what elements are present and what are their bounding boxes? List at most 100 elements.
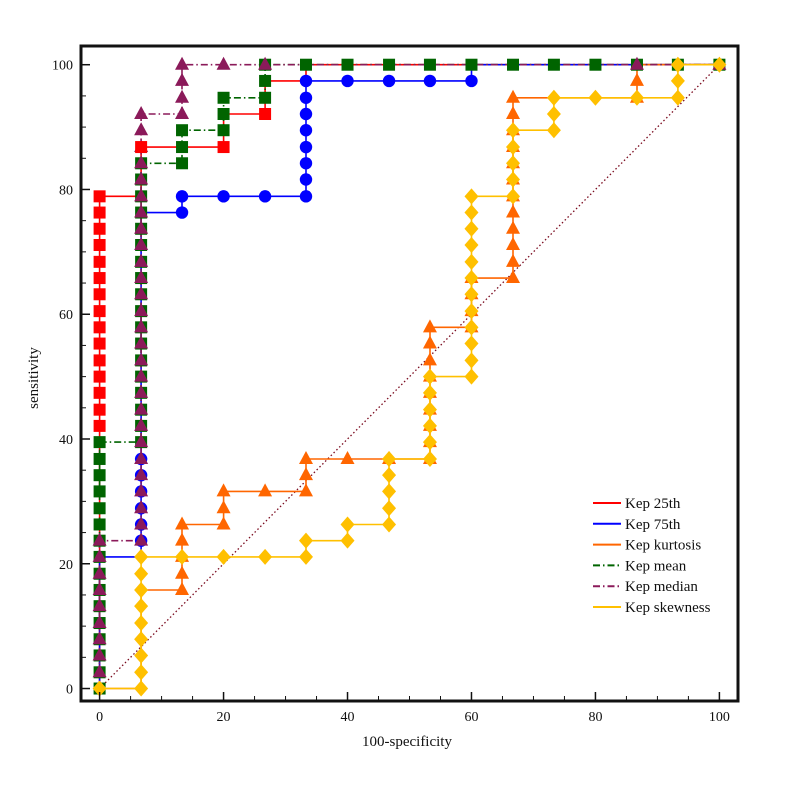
data-point bbox=[340, 516, 355, 533]
data-point bbox=[134, 516, 149, 530]
x-tick-label: 40 bbox=[341, 710, 355, 725]
data-point bbox=[259, 107, 272, 120]
data-point bbox=[134, 384, 149, 398]
data-point bbox=[712, 56, 727, 73]
data-point bbox=[382, 450, 397, 467]
data-point bbox=[422, 368, 437, 385]
data-point bbox=[464, 335, 479, 352]
data-point bbox=[258, 56, 273, 70]
data-point bbox=[93, 305, 106, 318]
data-point bbox=[465, 74, 478, 88]
y-tick-label: 0 bbox=[66, 683, 73, 698]
data-point bbox=[93, 354, 106, 367]
data-point bbox=[216, 56, 231, 70]
data-point bbox=[93, 518, 106, 531]
data-point bbox=[298, 548, 313, 565]
data-point bbox=[134, 236, 149, 250]
data-point bbox=[464, 270, 479, 287]
data-point bbox=[134, 368, 149, 382]
data-point bbox=[135, 141, 148, 154]
data-point bbox=[422, 335, 437, 349]
data-point bbox=[93, 337, 106, 350]
data-point bbox=[382, 74, 396, 88]
data-point bbox=[134, 581, 149, 598]
data-point bbox=[93, 502, 106, 515]
data-point bbox=[93, 469, 106, 482]
data-point bbox=[93, 321, 106, 334]
data-point bbox=[258, 190, 272, 203]
data-point bbox=[341, 74, 354, 88]
data-point bbox=[588, 89, 603, 106]
data-point bbox=[299, 173, 313, 186]
data-point bbox=[93, 370, 106, 383]
data-point bbox=[506, 139, 521, 156]
data-point bbox=[92, 581, 107, 595]
data-point bbox=[134, 204, 149, 218]
data-point bbox=[383, 58, 396, 71]
data-point bbox=[134, 598, 149, 615]
data-point bbox=[92, 631, 107, 645]
data-point bbox=[422, 417, 437, 434]
x-tick-label: 100 bbox=[709, 710, 730, 725]
data-point bbox=[340, 450, 355, 464]
data-point bbox=[506, 253, 521, 267]
x-tick-label: 20 bbox=[217, 710, 231, 725]
data-point bbox=[134, 664, 149, 681]
y-tick-label: 20 bbox=[59, 558, 73, 573]
data-point bbox=[92, 615, 107, 629]
data-point bbox=[589, 58, 602, 71]
y-tick-label: 100 bbox=[52, 59, 73, 74]
data-point bbox=[341, 58, 354, 71]
data-point bbox=[93, 272, 106, 285]
data-point bbox=[670, 89, 685, 106]
x-tick-label: 60 bbox=[464, 710, 478, 725]
data-point bbox=[506, 220, 521, 234]
data-point bbox=[464, 236, 479, 253]
reference-diagonal bbox=[99, 64, 720, 689]
data-point bbox=[299, 140, 313, 154]
data-point bbox=[464, 368, 479, 385]
data-point bbox=[92, 565, 107, 579]
y-tick-label: 60 bbox=[59, 308, 73, 323]
data-point bbox=[92, 664, 107, 678]
data-point bbox=[134, 483, 149, 497]
data-point bbox=[299, 107, 313, 121]
data-point bbox=[93, 485, 106, 498]
data-point bbox=[175, 105, 190, 119]
data-point bbox=[506, 89, 521, 103]
data-point bbox=[92, 532, 107, 546]
data-point bbox=[299, 190, 313, 203]
data-point bbox=[382, 516, 397, 533]
legend-label: Kep 25th bbox=[625, 496, 681, 512]
data-point bbox=[464, 220, 479, 237]
data-point bbox=[134, 155, 149, 169]
data-point bbox=[92, 647, 107, 661]
markers-kep-median bbox=[92, 56, 727, 678]
data-point bbox=[506, 188, 521, 205]
data-point bbox=[134, 105, 149, 119]
x-tick-label: 0 bbox=[96, 710, 103, 725]
markers-kep-25th bbox=[93, 107, 272, 432]
data-point bbox=[134, 188, 149, 202]
data-point bbox=[134, 434, 149, 448]
y-tick-label: 40 bbox=[59, 433, 73, 448]
data-point bbox=[93, 436, 106, 449]
legend-label: Kep median bbox=[625, 579, 698, 595]
y-axis-title: sensitivity bbox=[26, 347, 42, 409]
data-point bbox=[92, 598, 107, 612]
data-point bbox=[175, 206, 189, 219]
data-point bbox=[216, 548, 231, 565]
data-point bbox=[216, 516, 231, 530]
data-point bbox=[422, 352, 437, 366]
data-point bbox=[506, 105, 521, 119]
data-point bbox=[134, 171, 149, 185]
data-point bbox=[506, 122, 521, 139]
data-point bbox=[175, 548, 190, 565]
data-point bbox=[175, 72, 190, 86]
data-point bbox=[93, 190, 106, 203]
data-point bbox=[546, 89, 561, 106]
data-point bbox=[93, 222, 106, 235]
data-point bbox=[216, 483, 231, 497]
data-point bbox=[134, 467, 149, 481]
data-point bbox=[423, 74, 437, 88]
